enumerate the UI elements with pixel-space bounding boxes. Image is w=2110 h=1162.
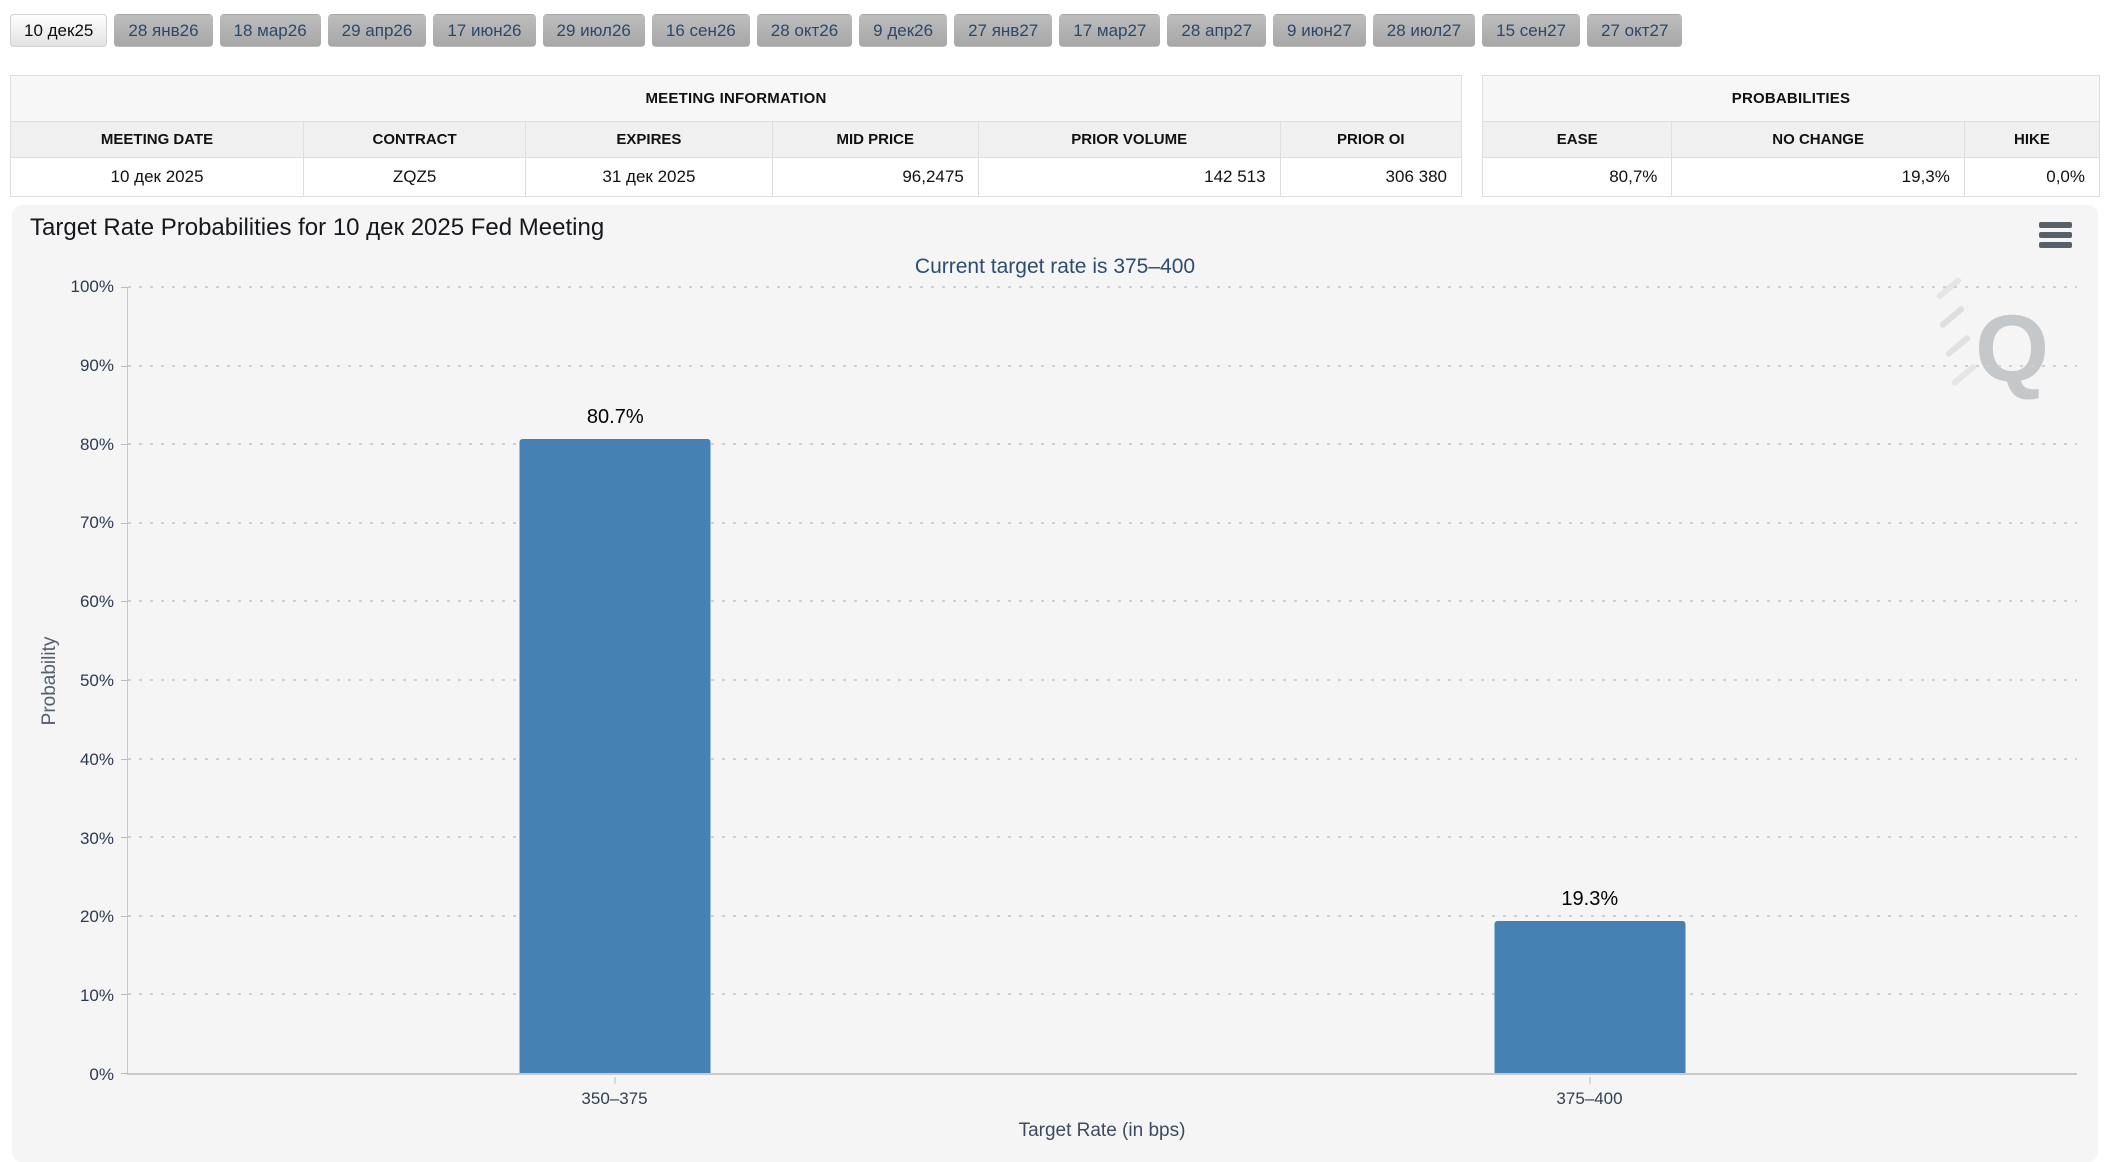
column-header: EASE [1481,121,1673,158]
gridline [128,600,2077,603]
column-header: EXPIRES [525,121,773,158]
column-header: MEETING DATE [9,121,305,158]
column-header: MID PRICE [771,121,979,158]
y-tick-label: 30% [79,828,114,848]
plot-area: Q 80.7% 19.3% [121,286,2077,1075]
gridline [128,914,2077,917]
y-axis-tick [121,837,128,839]
meeting-tab[interactable]: 28 июл27 [1372,14,1476,47]
column-header: NO CHANGE [1671,121,1965,158]
meeting-tab[interactable]: 16 сен26 [651,14,750,47]
y-tick-label: 100% [70,277,114,296]
y-tick-label: 10% [79,986,114,1006]
cell-value: ZQZ5 [303,157,527,197]
gridline [128,443,2077,446]
y-tick-label: 0% [89,1065,114,1084]
meeting-info-value-row: 10 дек 2025 ZQZ5 31 дек 2025 96,2475 142 513… [9,157,1463,197]
y-tick-label: 50% [79,671,114,690]
y-axis-tick [121,680,128,681]
fedwatch-chart-card: Target Rate Probabilities for 10 дек 202… [12,205,2098,1162]
meeting-tab[interactable]: 18 мар26 [219,14,321,47]
column-header: PRIOR OI [1279,121,1463,158]
cell-value: 10 дек 2025 [9,157,305,197]
chart-title: Target Rate Probabilities for 10 дек 202… [30,214,605,241]
meeting-tab[interactable]: 10 дек25 [10,14,108,47]
y-axis-tick [121,994,128,996]
probabilities-table: PROBABILITIES EASE NO CHANGE HIKE 80,7% 19,… [1481,75,2101,197]
meeting-tab-bar: 10 дек25 28 янв26 18 мар26 29 апр26 17 июн26… [10,14,1683,47]
y-tick-label: 70% [79,513,114,533]
gridline [128,521,2077,524]
meeting-tab[interactable]: 15 сен27 [1482,14,1581,47]
meeting-tab[interactable]: 27 окт27 [1587,14,1683,47]
cell-value: 31 дек 2025 [525,157,773,197]
x-axis-tick [614,1077,615,1084]
cell-value: 96,2475 [771,157,979,197]
gridline [128,836,2077,839]
cell-value: 19,3% [1671,157,1965,197]
column-header: PRIOR VOLUME [977,121,1281,158]
cell-value: 80,7% [1481,157,1673,197]
gridline [128,757,2077,760]
quikstrike-watermark-q-icon: Q [1975,296,2049,402]
gridline [128,364,2077,367]
meeting-information-table: MEETING INFORMATION MEETING DATE CONTRACT… [9,75,1463,197]
meeting-tab[interactable]: 9 июн27 [1273,14,1366,47]
hamburger-menu-icon[interactable] [2039,222,2072,252]
column-header: HIKE [1963,121,2101,158]
gridline [128,993,2077,996]
y-axis-tick [121,365,128,367]
bar-value-label: 19.3% [1561,888,1619,911]
meeting-tab[interactable]: 29 апр26 [327,14,427,47]
x-axis-title: Target Rate (in bps) [1018,1120,1186,1141]
y-axis-tick [121,1073,128,1074]
x-tick-label: 375–400 [1556,1089,1623,1108]
y-tick-label: 60% [79,592,114,612]
cell-value: 142 513 [977,157,1281,197]
column-header: CONTRACT [303,121,527,158]
x-axis-tick [1589,1077,1590,1084]
meeting-tab[interactable]: 28 янв26 [114,14,213,47]
meeting-tab[interactable]: 27 янв27 [954,14,1053,47]
gridline [128,679,2077,681]
meeting-info-header-row: MEETING DATE CONTRACT EXPIRES MID PRICE PRIO… [9,121,1463,158]
meeting-tab[interactable]: 9 дек26 [859,14,948,47]
chart-subtitle: Current target rate is 375–400 [914,255,1196,278]
x-tick-label: 350–375 [581,1089,648,1108]
cell-value: 0,0% [1963,157,2101,197]
y-axis-labels: 0% 10% 20% 30% 40% 50% 60% 70% 80% 90% 100% [12,277,122,1084]
y-tick-label: 80% [79,434,114,454]
cell-value: 306 380 [1279,157,1463,197]
y-tick-label: 20% [79,907,114,927]
probabilities-header-row: EASE NO CHANGE HIKE [1481,121,2101,158]
meeting-tab[interactable]: 17 июн26 [433,14,536,47]
meeting-tab[interactable]: 28 окт26 [756,14,853,47]
meeting-tab[interactable]: 17 мар27 [1059,14,1161,47]
meeting-tab[interactable]: 29 июл26 [542,14,645,47]
meeting-tab[interactable]: 28 апр27 [1167,14,1267,47]
y-axis-tick [121,287,128,288]
y-axis-tick [121,522,128,524]
bar-value-label: 80.7% [586,405,644,428]
y-axis-tick [121,601,128,603]
meeting-info-title: MEETING INFORMATION [10,75,1462,122]
probabilities-value-row: 80,7% 19,3% 0,0% [1481,157,2101,197]
probability-bar[interactable] [1494,921,1686,1073]
y-tick-label: 90% [79,355,114,375]
probabilities-title: PROBABILITIES [1482,75,2100,122]
x-axis-labels: 350–375 375–400 [127,1077,2077,1111]
y-axis-tick [121,758,128,760]
y-tick-label: 40% [79,749,114,769]
y-axis-tick [121,915,128,917]
y-axis-tick [121,444,128,446]
probability-bar[interactable] [519,438,711,1073]
gridline [128,286,2077,288]
